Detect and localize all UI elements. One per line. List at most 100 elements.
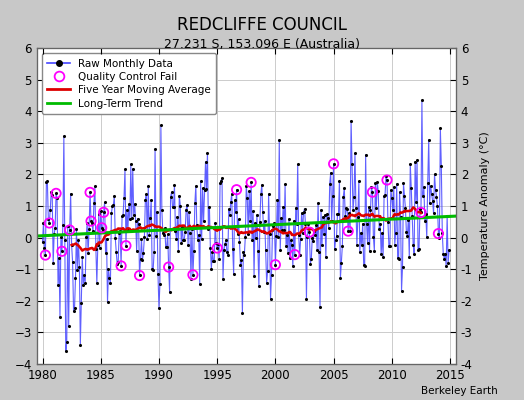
Point [117, 263, 125, 269]
Point [421, 218, 429, 224]
Text: REDCLIFFE COUNCIL: REDCLIFFE COUNCIL [177, 16, 347, 34]
Point [330, 161, 338, 167]
Point [331, 236, 340, 243]
Point [107, 210, 116, 216]
Point [429, 210, 438, 216]
Point [423, 180, 432, 186]
Point [240, 252, 248, 258]
Point [313, 246, 321, 253]
Point [225, 206, 233, 212]
Point [223, 249, 231, 255]
Point [59, 222, 67, 228]
Point [297, 236, 305, 242]
Point [96, 208, 105, 214]
Point [323, 211, 331, 217]
Point [165, 264, 173, 270]
Point [397, 287, 406, 294]
Point [308, 234, 316, 241]
Point [139, 249, 148, 256]
Point [413, 157, 421, 163]
Point [354, 214, 362, 220]
Point [120, 195, 128, 201]
Point [433, 203, 442, 209]
Point [384, 219, 392, 226]
Point [428, 190, 436, 197]
Point [290, 218, 298, 224]
Point [124, 227, 132, 233]
Point [389, 184, 398, 190]
Point [411, 158, 419, 165]
Point [228, 246, 237, 252]
Point [112, 249, 121, 255]
Point [316, 304, 324, 310]
Point [217, 177, 225, 184]
Point [190, 248, 198, 254]
Point [417, 209, 425, 216]
Point [48, 192, 57, 198]
Point [215, 256, 223, 262]
Point [104, 266, 113, 272]
Point [61, 237, 69, 244]
Point [102, 235, 111, 242]
Point [338, 243, 346, 249]
Point [71, 275, 80, 281]
Point [66, 227, 74, 233]
Point [276, 246, 285, 253]
Point [51, 225, 59, 231]
Point [147, 197, 156, 203]
Point [236, 262, 245, 268]
Point [309, 238, 318, 244]
Point [173, 214, 182, 220]
Point [320, 231, 328, 237]
Point [296, 252, 304, 258]
Point [76, 342, 84, 348]
Point [79, 282, 88, 288]
Point [117, 263, 125, 269]
Point [331, 246, 339, 252]
Point [388, 195, 396, 202]
Point [44, 216, 52, 222]
Point [361, 263, 369, 270]
Point [46, 206, 54, 213]
Point [103, 299, 112, 306]
Point [304, 221, 313, 228]
Point [264, 267, 272, 274]
Point [66, 227, 74, 233]
Point [391, 230, 400, 236]
Point [123, 207, 131, 213]
Point [394, 254, 402, 261]
Point [160, 232, 168, 238]
Point [396, 214, 405, 220]
Point [97, 224, 106, 231]
Point [258, 209, 267, 216]
Point [415, 246, 423, 252]
Point [199, 185, 207, 192]
Point [439, 250, 447, 257]
Point [204, 226, 213, 232]
Point [337, 260, 345, 266]
Point [109, 202, 117, 209]
Point [255, 283, 263, 289]
Point [385, 243, 393, 249]
Point [148, 266, 156, 272]
Point [132, 218, 140, 224]
Point [189, 272, 197, 278]
Point [45, 220, 53, 226]
Point [351, 150, 359, 156]
Point [363, 240, 372, 247]
Point [55, 255, 63, 262]
Point [201, 158, 210, 165]
Point [162, 243, 171, 250]
Point [436, 125, 444, 132]
Point [291, 204, 300, 211]
Point [280, 226, 288, 233]
Point [205, 204, 214, 210]
Point [90, 200, 98, 206]
Point [155, 305, 163, 311]
Point [53, 195, 61, 202]
Point [377, 251, 385, 257]
Point [49, 260, 57, 266]
Point [39, 220, 48, 226]
Point [192, 183, 200, 189]
Point [263, 280, 271, 286]
